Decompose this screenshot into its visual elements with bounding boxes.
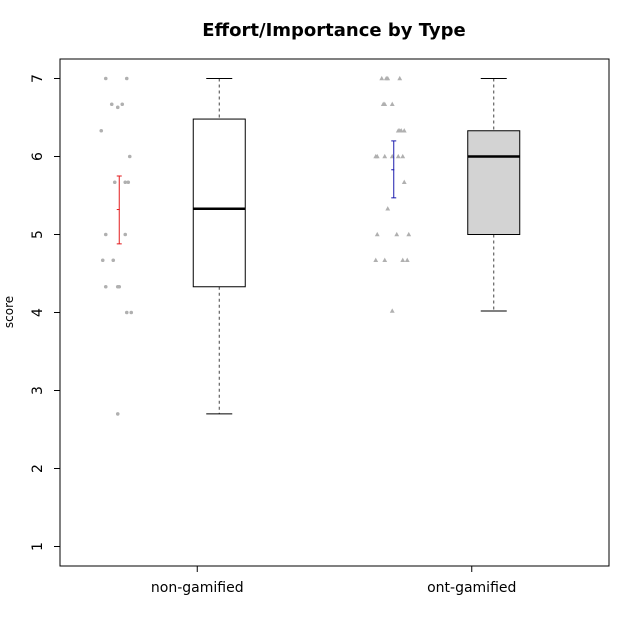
y-tick-label: 7 bbox=[30, 74, 46, 83]
y-tick-label: 6 bbox=[30, 152, 46, 161]
box-group-non-gamified bbox=[99, 76, 246, 416]
data-point bbox=[382, 257, 388, 263]
data-point bbox=[401, 128, 407, 133]
x-tick-label: non-gamified bbox=[151, 580, 244, 596]
data-point bbox=[406, 231, 412, 237]
box-group-ont-gamified bbox=[373, 75, 521, 313]
data-point bbox=[103, 76, 108, 81]
iqr-box bbox=[192, 118, 246, 288]
data-point bbox=[123, 180, 128, 185]
data-point bbox=[112, 180, 117, 185]
data-point bbox=[100, 258, 105, 263]
data-point bbox=[103, 232, 108, 237]
data-point bbox=[124, 76, 129, 81]
plot-area bbox=[99, 75, 521, 416]
data-point bbox=[389, 308, 395, 313]
data-point bbox=[382, 153, 388, 159]
data-point bbox=[99, 128, 104, 133]
data-point bbox=[394, 231, 400, 237]
data-point bbox=[123, 232, 128, 237]
data-point bbox=[115, 412, 120, 416]
data-point bbox=[400, 153, 406, 159]
data-point bbox=[400, 257, 406, 263]
plot-frame bbox=[59, 58, 610, 567]
x-tick-label: ont-gamified bbox=[427, 580, 516, 596]
data-point bbox=[389, 101, 395, 107]
data-point bbox=[109, 102, 114, 107]
data-point bbox=[129, 310, 134, 315]
y-tick-label: 3 bbox=[30, 386, 46, 395]
data-point bbox=[126, 180, 131, 185]
x-axis: non-gamified ont-gamified bbox=[151, 566, 516, 596]
y-tick-label: 5 bbox=[30, 230, 46, 239]
data-point bbox=[103, 284, 108, 289]
data-point bbox=[374, 153, 380, 159]
data-point bbox=[115, 105, 120, 110]
data-point bbox=[385, 75, 391, 81]
data-point bbox=[373, 257, 379, 263]
data-point bbox=[117, 284, 122, 289]
y-axis: 1 2 3 4 5 6 7 bbox=[30, 74, 60, 551]
data-point bbox=[404, 257, 410, 263]
data-point bbox=[401, 179, 407, 185]
data-point bbox=[382, 101, 388, 107]
data-point bbox=[379, 75, 385, 81]
data-point bbox=[127, 154, 132, 159]
y-tick-label: 4 bbox=[30, 308, 46, 317]
iqr-box bbox=[467, 130, 521, 235]
data-point bbox=[111, 258, 116, 263]
data-point bbox=[124, 310, 129, 315]
y-axis-label: score bbox=[2, 296, 16, 328]
y-tick-label: 1 bbox=[30, 542, 46, 551]
data-point bbox=[385, 206, 391, 211]
chart-title: Effort/Importance by Type bbox=[202, 20, 465, 41]
data-point bbox=[395, 153, 401, 159]
data-point bbox=[374, 231, 380, 237]
data-point bbox=[120, 102, 125, 107]
y-tick-label: 2 bbox=[30, 464, 46, 473]
data-point bbox=[397, 75, 403, 81]
